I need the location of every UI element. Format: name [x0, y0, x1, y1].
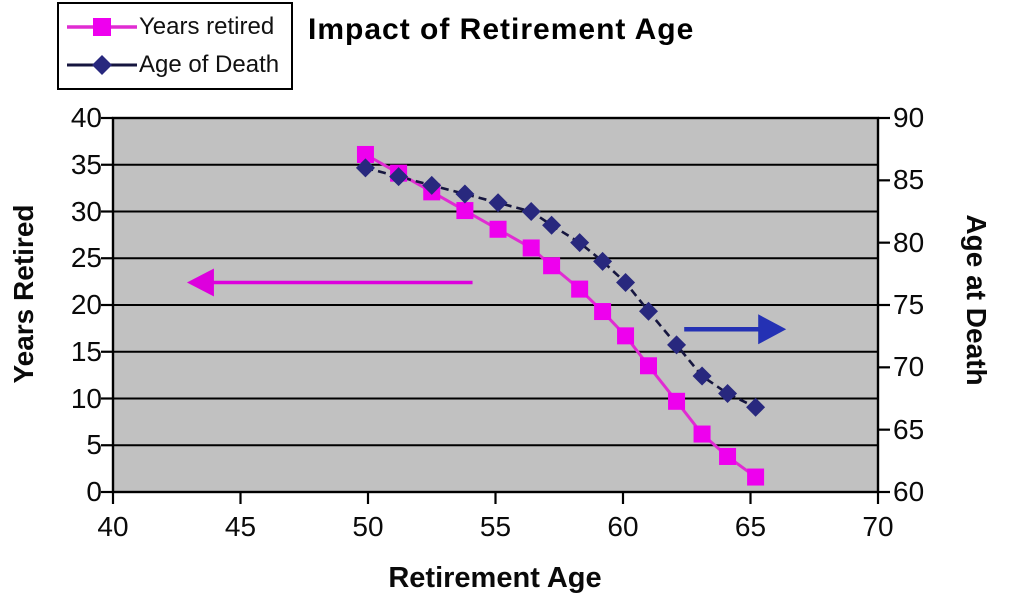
y-right-tick-label: 70 — [893, 351, 925, 383]
age-of-death-point — [542, 215, 562, 235]
age-of-death-point — [521, 202, 541, 221]
years-retired-point — [640, 357, 657, 375]
y-right-tick-label: 65 — [893, 413, 925, 445]
x-axis-title: Retirement Age — [388, 562, 602, 594]
right-arrowhead-icon — [758, 314, 787, 345]
age-of-death-point — [639, 301, 658, 321]
years-retired-point — [522, 239, 540, 257]
x-tick-label: 40 — [97, 511, 129, 542]
y-left-tick-label: 35 — [70, 148, 102, 180]
y-right-axis-title: Age at Death — [961, 214, 992, 386]
plot-border — [111, 116, 880, 494]
age-of-death-point — [422, 175, 442, 195]
years-retired-point — [594, 303, 612, 321]
y-right-tick-label: 75 — [893, 289, 925, 320]
years-retired-point — [543, 257, 561, 275]
y-left-tick-label: 25 — [70, 242, 102, 274]
y-right-tick-label: 90 — [893, 102, 925, 133]
age-of-death-series-marker-icon — [65, 52, 139, 78]
x-tick-label: 50 — [352, 511, 384, 542]
x-tick-label: 55 — [479, 511, 512, 542]
legend: Years retired Age of Death — [57, 2, 293, 90]
left-arrowhead-icon — [186, 268, 214, 297]
years-retired-point — [489, 220, 507, 238]
age-of-death-point — [667, 335, 687, 355]
age-of-death-point — [389, 167, 409, 187]
x-tick-label: 45 — [224, 511, 257, 542]
x-tick-label: 70 — [862, 511, 894, 542]
age-of-death-point — [746, 397, 766, 417]
y-left-tick-label: 20 — [70, 289, 102, 320]
age-of-death-point — [488, 193, 508, 213]
legend-label-years-retired: Years retired — [139, 13, 275, 40]
years-retired-point — [693, 425, 711, 443]
y-right-tick-label: 60 — [893, 476, 925, 507]
y-right-tick-label: 85 — [893, 164, 925, 196]
years-retired-point — [747, 468, 765, 486]
years-retired-series-marker-icon — [65, 14, 139, 40]
years-retired-point — [668, 392, 686, 410]
age-of-death-point — [570, 233, 590, 253]
y-left-tick-label: 40 — [70, 102, 102, 133]
years-retired-point — [719, 447, 737, 465]
x-tick-label: 65 — [734, 511, 767, 542]
years-retired-point — [456, 202, 474, 220]
age-of-death-point — [692, 366, 712, 386]
age-of-death-point — [616, 273, 636, 293]
y-left-tick-label: 15 — [70, 335, 102, 367]
age-of-death-point — [355, 158, 375, 178]
legend-label-age-of-death: Age of Death — [139, 51, 280, 78]
age-of-death-point — [593, 251, 613, 271]
legend-item-age-of-death: Age of Death — [59, 46, 291, 84]
y-left-tick-label: 30 — [70, 195, 102, 227]
age-of-death-point — [718, 384, 738, 404]
age-of-death-point — [455, 184, 475, 204]
y-left-axis-title: Years Retired — [8, 204, 39, 384]
years-retired-point — [617, 327, 635, 345]
years-retired-point — [356, 145, 374, 163]
y-left-tick-label: 0 — [86, 476, 102, 507]
chart-title: Impact of Retirement Age — [308, 13, 695, 46]
y-right-tick-label: 80 — [893, 226, 925, 258]
x-tick-label: 60 — [607, 511, 639, 542]
series-line-diamond — [365, 166, 757, 409]
legend-item-years-retired: Years retired — [59, 8, 291, 46]
y-left-tick-label: 5 — [86, 429, 102, 461]
y-left-tick-label: 10 — [70, 382, 102, 414]
years-retired-point — [571, 280, 589, 298]
